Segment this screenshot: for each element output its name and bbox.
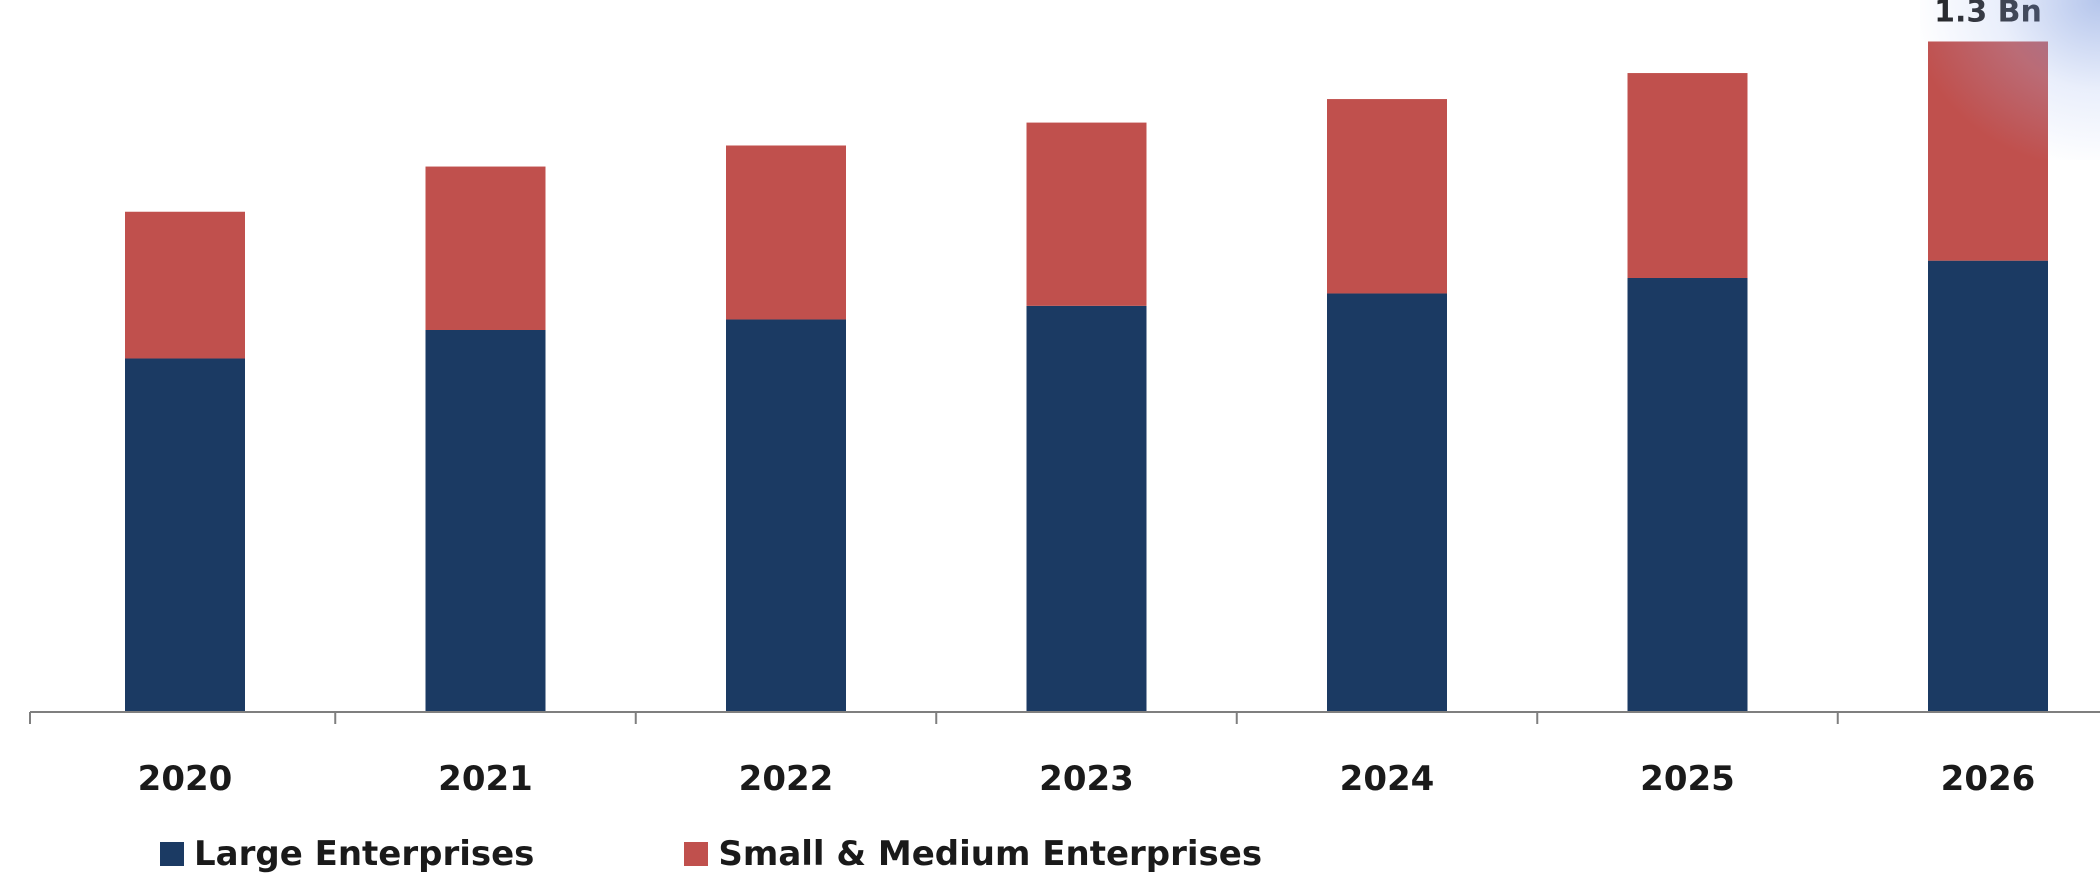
legend-label-large-enterprises: Large Enterprises [194, 834, 535, 874]
bar-large-2026 [1928, 260, 2048, 712]
bar-large-2025 [1627, 277, 1748, 712]
bar-sme-2026 [1928, 41, 2048, 261]
x-tick-label-2023: 2023 [1039, 759, 1134, 799]
x-tick-label-2022: 2022 [739, 759, 834, 799]
bar-large-2021 [425, 329, 546, 712]
x-tick-label-2021: 2021 [438, 759, 533, 799]
bars-layer [125, 41, 2048, 712]
x-axis [29, 711, 2100, 724]
bar-sme-2020 [125, 211, 245, 359]
bar-sme-2021 [425, 166, 546, 330]
bar-large-2020 [125, 358, 245, 712]
legend-swatch-large-enterprises [160, 842, 184, 866]
x-tick-label-2020: 2020 [138, 759, 233, 799]
legend-swatch-sme [684, 842, 709, 866]
x-tick-label-2024: 2024 [1340, 759, 1435, 799]
bar-sme-2022 [726, 145, 846, 320]
bar-large-2024 [1327, 293, 1447, 712]
legend-item-sme: Small & Medium Enterprises [684, 834, 1262, 874]
bar-sme-2025 [1627, 73, 1748, 278]
x-tick-label-2026: 2026 [1941, 759, 2036, 799]
legend: Large Enterprises Small & Medium Enterpr… [160, 832, 1412, 876]
labels-layer: 2020 2021 2022 2023 2024 2025 2026 1.3 Bn [138, 0, 2042, 799]
legend-label-sme: Small & Medium Enterprises [718, 834, 1263, 874]
bar-sme-2023 [1026, 122, 1147, 306]
bar-large-2023 [1026, 305, 1147, 712]
x-tick-label-2025: 2025 [1640, 759, 1735, 799]
data-label-2026: 1.3 Bn [1934, 0, 2042, 29]
bar-large-2022 [726, 319, 846, 712]
bar-sme-2024 [1327, 99, 1447, 294]
legend-item-large-enterprises: Large Enterprises [160, 834, 534, 874]
